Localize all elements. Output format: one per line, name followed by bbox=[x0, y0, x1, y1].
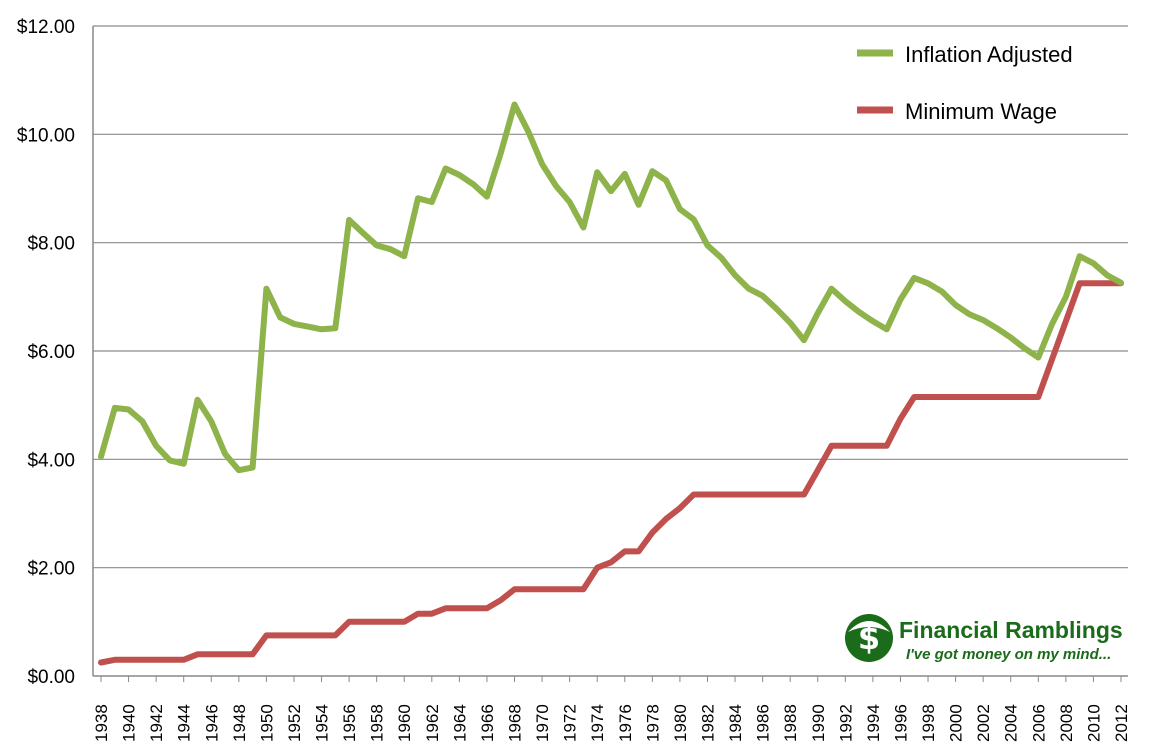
x-tick-label: 1970 bbox=[533, 704, 552, 742]
y-tick-label: $4.00 bbox=[27, 450, 75, 471]
x-tick-label: 2010 bbox=[1084, 704, 1103, 742]
x-tick-label: 1942 bbox=[147, 704, 166, 742]
x-tick-labels: 1938 1940 1942 1944 1946 1948 1950 1952 1954 1956… bbox=[92, 704, 1131, 742]
dollar-logo-icon: $ bbox=[845, 614, 893, 662]
x-tick-label: 1948 bbox=[230, 704, 249, 742]
x-tick-label: 1990 bbox=[809, 704, 828, 742]
x-tick-label: 2000 bbox=[947, 704, 966, 742]
y-tick-label: $2.00 bbox=[27, 559, 75, 580]
x-tick-label: 1944 bbox=[175, 704, 194, 742]
x-tick-label: 1982 bbox=[698, 704, 717, 742]
x-tick-label: 1954 bbox=[313, 704, 332, 742]
x-tick-label: 1994 bbox=[864, 704, 883, 742]
legend-label-minimum-wage: Minimum Wage bbox=[905, 99, 1057, 124]
x-tick-label: 2002 bbox=[974, 704, 993, 742]
x-tick-label: 1964 bbox=[450, 704, 469, 742]
x-tick-label: 1962 bbox=[423, 704, 442, 742]
series-line-minimum-wage bbox=[98, 280, 1124, 666]
x-tick-label: 1960 bbox=[395, 704, 414, 742]
brand-name: Financial Ramblings bbox=[899, 617, 1123, 643]
x-tick-label: 2008 bbox=[1057, 704, 1076, 742]
x-tick-label: 1956 bbox=[340, 704, 359, 742]
x-tick-label: 2004 bbox=[1002, 704, 1021, 742]
series-line-inflation-adjusted bbox=[98, 101, 1124, 474]
x-tick-label: 1988 bbox=[781, 704, 800, 742]
x-tick-label: 1980 bbox=[671, 704, 690, 742]
y-tick-label: $10.00 bbox=[17, 125, 75, 146]
svg-text:$: $ bbox=[858, 619, 880, 657]
x-tick-label: 1996 bbox=[891, 704, 910, 742]
y-tick-label: $8.00 bbox=[27, 234, 75, 255]
y-tick-label: $6.00 bbox=[27, 342, 75, 363]
x-tick-label: 1978 bbox=[643, 704, 662, 742]
x-tick-label: 1976 bbox=[616, 704, 635, 742]
branding-logo: $ Financial Ramblings I've got money on … bbox=[845, 614, 1123, 663]
x-tick-label: 1998 bbox=[919, 704, 938, 742]
x-tick-label: 2012 bbox=[1112, 704, 1131, 742]
legend-label-inflation-adjusted: Inflation Adjusted bbox=[905, 42, 1073, 67]
x-tick-label: 1940 bbox=[120, 704, 139, 742]
x-tick-label: 1974 bbox=[588, 704, 607, 742]
axes bbox=[92, 26, 1128, 682]
x-tick-label: 1972 bbox=[561, 704, 580, 742]
legend: Inflation Adjusted Minimum Wage bbox=[857, 42, 1073, 124]
y-tick-label: $0.00 bbox=[27, 667, 75, 688]
x-tick-label: 2006 bbox=[1029, 704, 1048, 742]
x-tick-label: 1950 bbox=[257, 704, 276, 742]
x-tick-label: 1966 bbox=[478, 704, 497, 742]
x-tick-label: 1986 bbox=[754, 704, 773, 742]
y-tick-labels: $0.00 $2.00 $4.00 $6.00 $8.00 $10.00 $12.00 bbox=[17, 17, 75, 688]
x-tick-label: 1938 bbox=[92, 704, 111, 742]
brand-tagline: I've got money on my mind... bbox=[906, 646, 1111, 663]
gridlines bbox=[93, 25, 1128, 569]
x-tick-label: 1968 bbox=[506, 704, 525, 742]
x-tick-label: 1958 bbox=[368, 704, 387, 742]
x-tick-label: 1952 bbox=[285, 704, 304, 742]
x-tick-label: 1984 bbox=[726, 704, 745, 742]
x-tick-label: 1992 bbox=[836, 704, 855, 742]
series-lines bbox=[98, 101, 1124, 666]
x-tick-label: 1946 bbox=[202, 704, 221, 742]
y-tick-label: $12.00 bbox=[17, 17, 75, 38]
